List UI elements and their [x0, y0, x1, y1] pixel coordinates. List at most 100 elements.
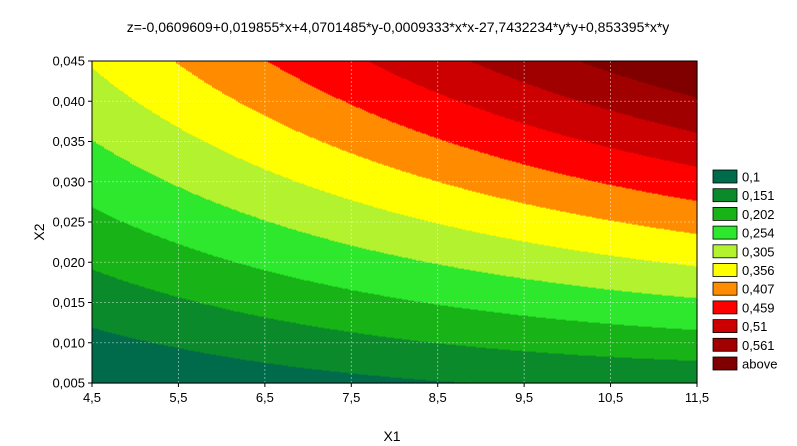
contour-band-segment [514, 277, 517, 315]
contour-band-segment [506, 61, 509, 76]
contour-band-segment [468, 269, 471, 309]
contour-band-segment [172, 295, 175, 347]
contour-band-segment [414, 174, 417, 218]
contour-band-segment [478, 232, 481, 272]
contour-band-segment [690, 297, 693, 330]
contour-band-segment [122, 280, 125, 336]
contour-band-segment [510, 200, 513, 239]
contour-band-segment [598, 288, 601, 323]
contour-band-segment [148, 341, 151, 384]
contour-band-segment [426, 178, 429, 221]
contour-band-segment [294, 76, 297, 131]
contour-band-segment [354, 373, 357, 384]
contour-band-segment [460, 187, 463, 229]
contour-band-segment [200, 79, 203, 140]
contour-band-segment [410, 173, 413, 217]
contour-band-segment [390, 297, 393, 338]
contour-band-segment [518, 80, 521, 122]
contour-band-segment [320, 141, 323, 191]
contour-band-segment [154, 175, 157, 236]
contour-band-segment [386, 337, 389, 377]
contour-band-segment [304, 61, 307, 83]
contour-band-segment [344, 243, 347, 289]
contour-band-segment [142, 230, 145, 287]
contour-band-segment [434, 222, 437, 264]
contour-band-segment [204, 61, 207, 83]
contour-band-segment [378, 251, 381, 295]
contour-band-segment [532, 61, 535, 86]
contour-band-segment [564, 174, 567, 212]
contour-band-segment [556, 353, 559, 384]
contour-band-segment [484, 67, 487, 111]
contour-band-segment [148, 61, 151, 110]
contour-band-segment [262, 362, 265, 384]
contour-band-segment [168, 240, 171, 295]
contour-band-segment [194, 351, 197, 384]
contour-band-segment [594, 143, 597, 182]
contour-band-segment [374, 375, 377, 384]
legend-label: 0,1 [742, 170, 760, 185]
contour-band-segment [638, 225, 641, 260]
contour-band-segment [408, 339, 411, 379]
contour-band-segment [224, 356, 227, 384]
contour-band-segment [542, 244, 545, 282]
contour-band-segment [538, 87, 541, 129]
contour-band-segment [478, 310, 481, 348]
contour-band-segment [602, 61, 605, 70]
contour-band-segment [562, 135, 565, 175]
contour-band-segment [548, 318, 551, 354]
contour-band-segment [242, 359, 245, 384]
contour-band-segment [256, 268, 259, 316]
contour-band-segment [216, 61, 219, 90]
contour-band-segment [648, 61, 651, 85]
contour-band-segment [190, 134, 193, 193]
contour-band-segment [214, 88, 217, 147]
contour-band-segment [274, 272, 277, 320]
contour-band-segment [540, 207, 543, 245]
contour-band-segment [324, 61, 327, 93]
contour-band-segment [368, 334, 371, 376]
contour-band-segment [410, 340, 413, 379]
contour-band-segment [438, 380, 441, 384]
contour-band-segment [208, 254, 211, 305]
contour-band-segment [560, 211, 563, 248]
contour-band-segment [564, 211, 567, 249]
contour-band-segment [198, 302, 201, 352]
contour-band-segment [540, 280, 543, 318]
contour-band-segment [428, 380, 431, 384]
contour-band-segment [502, 74, 505, 117]
contour-band-segment [294, 130, 297, 182]
contour-band-segment [694, 297, 697, 330]
contour-band-segment [258, 316, 261, 362]
contour-band-segment [628, 188, 631, 224]
contour-band-segment [394, 212, 397, 256]
contour-band-segment [98, 271, 101, 330]
contour-band-segment [310, 281, 313, 326]
contour-band-segment [464, 345, 467, 383]
contour-band-segment [364, 204, 367, 249]
contour-band-segment [412, 300, 415, 341]
contour-band-segment [258, 218, 261, 269]
contour-band-segment [292, 229, 295, 278]
contour-band-segment [378, 336, 381, 376]
contour-band-segment [490, 69, 493, 113]
contour-band-segment [118, 334, 121, 384]
contour-band-segment [326, 238, 329, 285]
contour-band-segment [644, 260, 647, 294]
contour-band-segment [346, 151, 349, 199]
contour-band-segment [424, 302, 427, 342]
contour-band-segment [338, 98, 341, 149]
contour-band-segment [304, 324, 307, 369]
contour-band-segment [218, 257, 221, 308]
contour-band-segment [566, 136, 569, 176]
legend-swatch [712, 337, 738, 352]
contour-band-segment [436, 343, 439, 381]
contour-band-segment [652, 227, 655, 262]
contour-band-segment [190, 300, 193, 351]
contour-band-segment [678, 264, 681, 297]
contour-band-segment [92, 61, 95, 69]
contour-band-segment [156, 61, 159, 115]
contour-band-segment [168, 346, 171, 384]
contour-band-segment [596, 322, 599, 357]
contour-band-segment [272, 318, 275, 364]
